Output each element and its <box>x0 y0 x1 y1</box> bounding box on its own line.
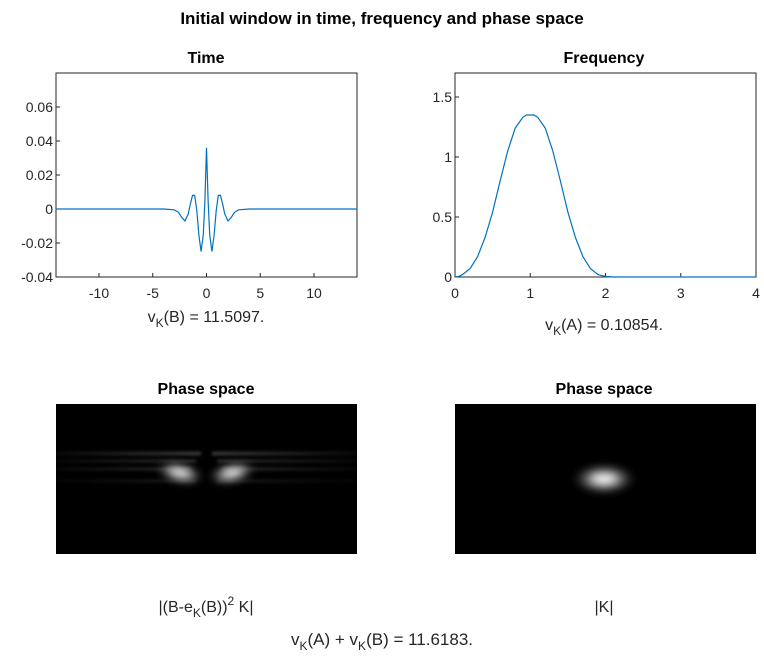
y-tick-label: 0.04 <box>26 133 53 149</box>
x-tick-label: 3 <box>677 285 685 301</box>
x-tick-label: 1 <box>526 285 534 301</box>
y-tick-label: 1.5 <box>433 89 453 105</box>
time-plot-ticks: -10 -5 0 5 10 -0.04 -0.02 0 0.02 0.04 0.06 <box>21 99 322 301</box>
frequency-plot: Frequency 0 1 2 3 4 0 0.5 1 1.5 vK(A) = 0.10854. <box>433 50 761 338</box>
x-tick-label: 2 <box>602 285 610 301</box>
frequency-plot-axes-box <box>454 72 757 278</box>
caption-subscript: K <box>193 606 201 620</box>
footer-equation: vK(A) + vK(B) = 11.6183. <box>291 630 473 653</box>
phase-right-blob <box>570 463 638 495</box>
y-tick-label: 0.06 <box>26 99 53 115</box>
caption-subscript: K <box>156 316 164 330</box>
footer-mid: (A) + v <box>308 630 359 649</box>
x-tick-label: 10 <box>306 285 322 301</box>
x-tick-label: -10 <box>89 285 109 301</box>
footer-sub1: K <box>299 639 307 653</box>
x-tick-label: 4 <box>752 285 760 301</box>
x-tick-label: 0 <box>451 285 459 301</box>
footer-v1: v <box>291 630 300 649</box>
y-tick-label: 0 <box>45 201 53 217</box>
caption-mid: (B)) <box>201 599 228 616</box>
x-tick-label: 0 <box>203 285 211 301</box>
caption-v: v <box>545 317 553 334</box>
phase-right-caption: |K| <box>595 599 614 616</box>
caption-v: v <box>148 309 156 326</box>
y-tick-label: 0 <box>444 269 452 285</box>
phase-left-caption: |(B-eK(B))2 K| <box>158 594 253 620</box>
caption-superscript: 2 <box>228 594 235 608</box>
time-plot-caption: vK(B) = 11.5097. <box>148 309 265 330</box>
y-tick-label: 1 <box>444 149 452 165</box>
y-tick-label: 0.02 <box>26 167 53 183</box>
phase-left-blob-2 <box>206 460 258 486</box>
y-tick-label: -0.04 <box>21 269 53 285</box>
caption-subscript: K <box>553 324 561 338</box>
phase-left-blob-1 <box>154 460 206 486</box>
x-tick-label: -5 <box>147 285 160 301</box>
y-tick-label: -0.02 <box>21 235 53 251</box>
phase-left-title: Phase space <box>158 381 255 398</box>
caption-post: K| <box>234 599 253 616</box>
frequency-plot-caption: vK(A) = 0.10854. <box>545 317 663 338</box>
phase-left-streaks <box>56 452 357 482</box>
phase-space-left: Phase space |(B-eK(B))2 K| <box>56 381 357 620</box>
caption-rest: (A) = 0.10854. <box>561 317 663 334</box>
figure-title: Initial window in time, frequency and ph… <box>180 9 583 28</box>
frequency-plot-ticks: 0 1 2 3 4 0 0.5 1 1.5 <box>433 89 761 301</box>
time-plot: Time -10 -5 0 5 10 -0.04 -0.02 0 0.02 0.04 0.06 vK… <box>21 50 358 330</box>
time-series-line <box>56 147 357 252</box>
footer-sub2: K <box>358 639 366 653</box>
phase-left-image <box>56 404 357 554</box>
frequency-series-line <box>454 114 756 278</box>
caption-rest: (B) = 11.5097. <box>164 309 265 326</box>
footer-end: (B) = 11.6183. <box>366 630 473 649</box>
phase-right-title: Phase space <box>556 381 653 398</box>
frequency-plot-title: Frequency <box>564 50 645 67</box>
phase-space-right: Phase space |K| <box>455 381 756 616</box>
y-tick-label: 0.5 <box>433 209 453 225</box>
x-tick-label: 5 <box>256 285 264 301</box>
time-plot-axes-box <box>55 72 358 278</box>
caption-pre: |(B-e <box>158 599 192 616</box>
time-plot-title: Time <box>187 50 224 67</box>
